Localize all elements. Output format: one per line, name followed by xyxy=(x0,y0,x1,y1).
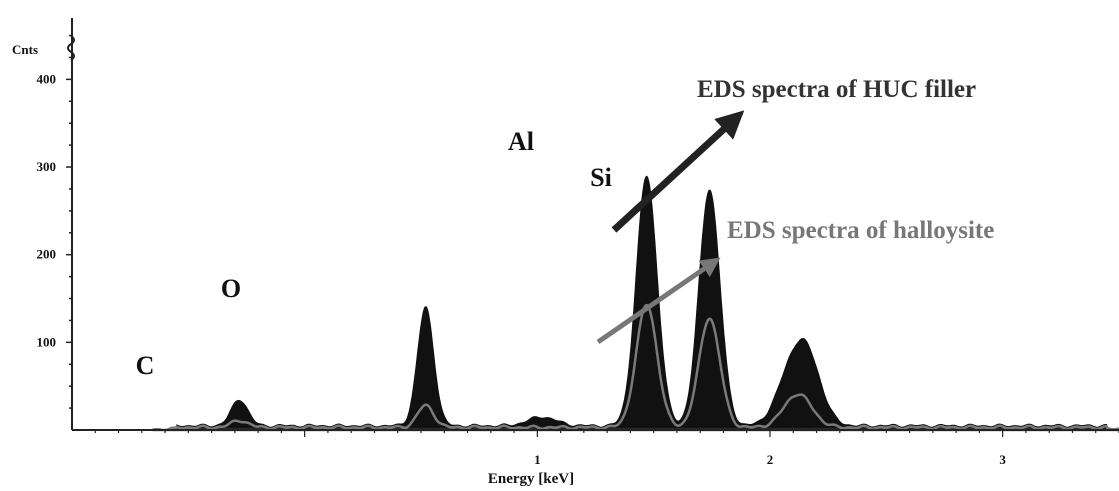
x-axis-title: Energy [keV] xyxy=(488,471,574,487)
halloysite-spectrum xyxy=(152,303,1119,432)
x-tick-label: 1 xyxy=(534,452,541,467)
peak-label-o: O xyxy=(221,274,241,303)
peak-label-al: Al xyxy=(508,127,534,156)
axes xyxy=(67,18,1119,431)
callouts: EDS spectra of HUC filler EDS spectra of… xyxy=(596,76,994,345)
y-axis-title: Cnts xyxy=(12,42,38,57)
peak-label-si: Si xyxy=(590,163,612,192)
x-tick-label: 2 xyxy=(767,452,774,467)
halloysite-callout-text: EDS spectra of halloysite xyxy=(727,217,994,244)
halloysite-callout-arrow xyxy=(596,257,721,345)
y-ticks: 100 200 300 400 xyxy=(37,34,72,409)
y-axis-break-mark xyxy=(67,35,75,61)
x-ticks: 1 2 3 xyxy=(94,430,1119,467)
y-tick-label: 400 xyxy=(37,71,57,86)
y-tick-label: 300 xyxy=(37,159,57,174)
plot-area xyxy=(152,175,1119,432)
peak-labels: C O Al Si xyxy=(136,127,612,380)
y-tick-label: 100 xyxy=(37,334,57,349)
huc-callout-text: EDS spectra of HUC filler xyxy=(697,76,976,103)
huc-spectrum xyxy=(152,175,1119,431)
peak-label-c: C xyxy=(136,351,155,380)
huc-callout-arrow xyxy=(611,110,745,233)
y-tick-label: 200 xyxy=(37,247,57,262)
x-tick-label: 3 xyxy=(999,452,1006,467)
